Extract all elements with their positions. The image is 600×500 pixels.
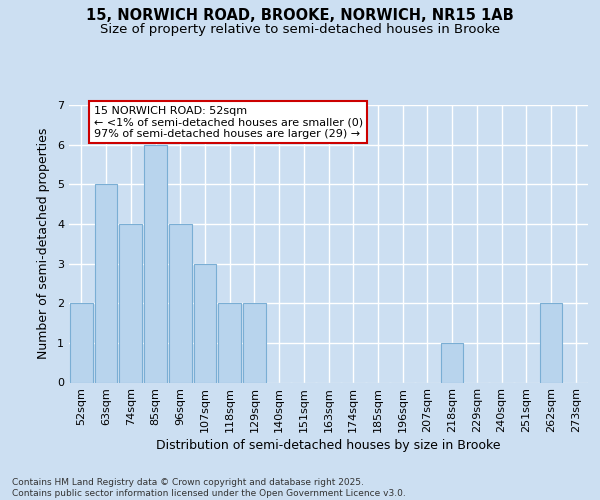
Bar xyxy=(441,343,463,382)
Bar xyxy=(243,303,266,382)
Text: 15, NORWICH ROAD, BROOKE, NORWICH, NR15 1AB: 15, NORWICH ROAD, BROOKE, NORWICH, NR15 … xyxy=(86,8,514,22)
Y-axis label: Number of semi-detached properties: Number of semi-detached properties xyxy=(37,128,50,360)
X-axis label: Distribution of semi-detached houses by size in Brooke: Distribution of semi-detached houses by … xyxy=(156,440,501,452)
Text: Contains HM Land Registry data © Crown copyright and database right 2025.
Contai: Contains HM Land Registry data © Crown c… xyxy=(12,478,406,498)
Bar xyxy=(194,264,216,382)
Bar xyxy=(119,224,142,382)
Bar xyxy=(70,303,93,382)
Text: Size of property relative to semi-detached houses in Brooke: Size of property relative to semi-detach… xyxy=(100,22,500,36)
Bar xyxy=(539,303,562,382)
Bar xyxy=(218,303,241,382)
Bar xyxy=(144,144,167,382)
Bar xyxy=(169,224,191,382)
Bar xyxy=(95,184,118,382)
Text: 15 NORWICH ROAD: 52sqm
← <1% of semi-detached houses are smaller (0)
97% of semi: 15 NORWICH ROAD: 52sqm ← <1% of semi-det… xyxy=(94,106,363,139)
